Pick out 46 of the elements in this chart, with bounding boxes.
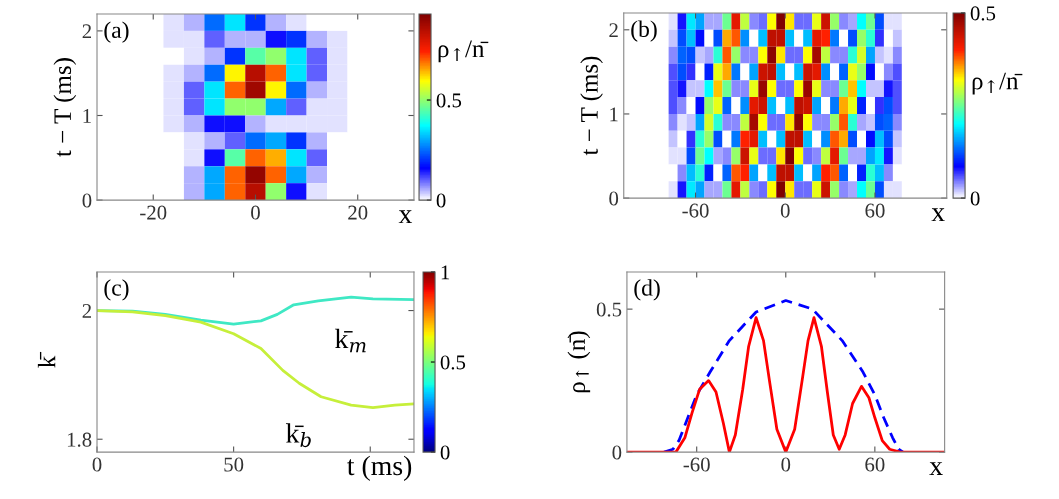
y-tick-label: 2 xyxy=(82,24,91,39)
x-tick-label: -20 xyxy=(140,205,167,220)
x-tick-label: 20 xyxy=(348,205,368,220)
x-axis-title: x xyxy=(398,210,413,224)
series-label: k̄$_{b}$ xyxy=(285,423,311,448)
x-tick-label: 0 xyxy=(251,205,260,220)
x-axis-title: x xyxy=(931,208,945,222)
line-series xyxy=(662,299,905,453)
y-tick-label: 2 xyxy=(82,303,91,318)
y-tick-label: 0 xyxy=(609,191,619,206)
y-tick-label: 1.8 xyxy=(67,432,92,447)
color-bar-label: 0 xyxy=(970,191,980,206)
y-tick-label: 1 xyxy=(610,107,618,122)
color-bar-label: 0 xyxy=(440,445,450,460)
x-axis-title: x xyxy=(929,462,943,475)
annotation: (a) xyxy=(104,21,129,43)
color-bar-title: ρ$_{↑}$/n̄ xyxy=(972,72,1023,95)
color-bar-label: 0.5 xyxy=(440,355,466,370)
color-bar-label: 0 xyxy=(436,193,446,208)
line-series xyxy=(97,309,414,410)
x-tick-label: 60 xyxy=(865,457,885,472)
x-axis-title: t (ms) xyxy=(347,455,412,481)
x-tick-label: 0 xyxy=(781,457,791,472)
annotation: (d) xyxy=(634,279,660,301)
color-bar-label: 1 xyxy=(441,265,450,280)
color-bar-title: ρ$_{↑}$/n̄ xyxy=(438,40,489,63)
y-tick-label: 2 xyxy=(609,23,618,38)
color-bar-label: 0.5 xyxy=(436,93,462,108)
x-tick-label: 0 xyxy=(780,203,790,218)
x-tick-label: 0 xyxy=(92,457,102,472)
y-axis-title: t − T (ms) xyxy=(53,58,77,157)
x-tick-label: -60 xyxy=(683,457,710,472)
y-axis-title: t − T (ms) xyxy=(580,56,603,156)
y-tick-label: 1 xyxy=(83,108,91,123)
annotation: (c) xyxy=(104,279,129,301)
annotation: (b) xyxy=(631,20,657,42)
x-tick-label: 50 xyxy=(224,457,244,472)
y-axis-title: k̄ xyxy=(37,351,56,368)
y-axis-title: ρ$_{↑}$ (n̄) xyxy=(567,331,591,393)
x-tick-label: 60 xyxy=(865,203,885,218)
x-tick-label: -60 xyxy=(682,203,709,218)
y-tick-label: 0 xyxy=(612,445,622,460)
y-tick-label: 0.5 xyxy=(596,302,622,317)
y-tick-label: 0 xyxy=(82,193,92,208)
color-bar-label: 0.5 xyxy=(970,6,996,21)
series-label: k̄$_{m}$ xyxy=(334,328,366,353)
